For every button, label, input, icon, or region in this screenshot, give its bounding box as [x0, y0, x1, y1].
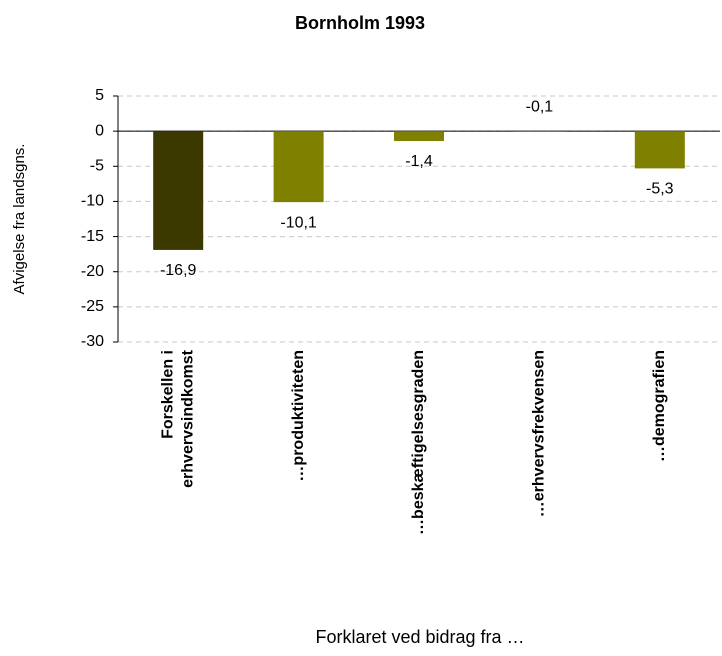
value-label: -16,9 [160, 262, 197, 279]
value-label: -10,1 [280, 214, 317, 231]
y-tick-label: -30 [81, 333, 104, 350]
y-tick-label: 5 [95, 87, 104, 104]
y-axis-title: Afvigelse fra landsgns. [11, 144, 28, 295]
y-tick-label: -5 [90, 158, 104, 175]
value-label: -5,3 [646, 181, 674, 198]
x-tick-label: …erhvervsfrekvensen [531, 350, 548, 517]
y-tick-label: -10 [81, 193, 104, 210]
x-tick-label: …demografien [651, 350, 668, 462]
y-tick-label: -20 [81, 263, 104, 280]
value-label: -0,1 [526, 98, 554, 115]
bar [634, 131, 685, 169]
x-tick-label: …beskæftigelsesgraden [410, 350, 427, 535]
x-tick-label: erhvervsindkomst [179, 349, 196, 488]
bar [153, 131, 204, 250]
value-label: -1,4 [405, 153, 433, 170]
bar [273, 131, 324, 203]
bar [394, 131, 444, 141]
y-tick-label: -25 [81, 298, 104, 315]
chart-title: Bornholm 1993 [295, 13, 425, 33]
y-tick-label: 0 [95, 122, 104, 139]
x-tick-label: Forskellen i [159, 350, 176, 439]
x-axis-title: Forklaret ved bidrag fra … [315, 627, 524, 647]
y-tick-label: -15 [81, 228, 104, 245]
x-tick-label: …produktiviteten [290, 350, 307, 482]
bar [514, 131, 565, 132]
